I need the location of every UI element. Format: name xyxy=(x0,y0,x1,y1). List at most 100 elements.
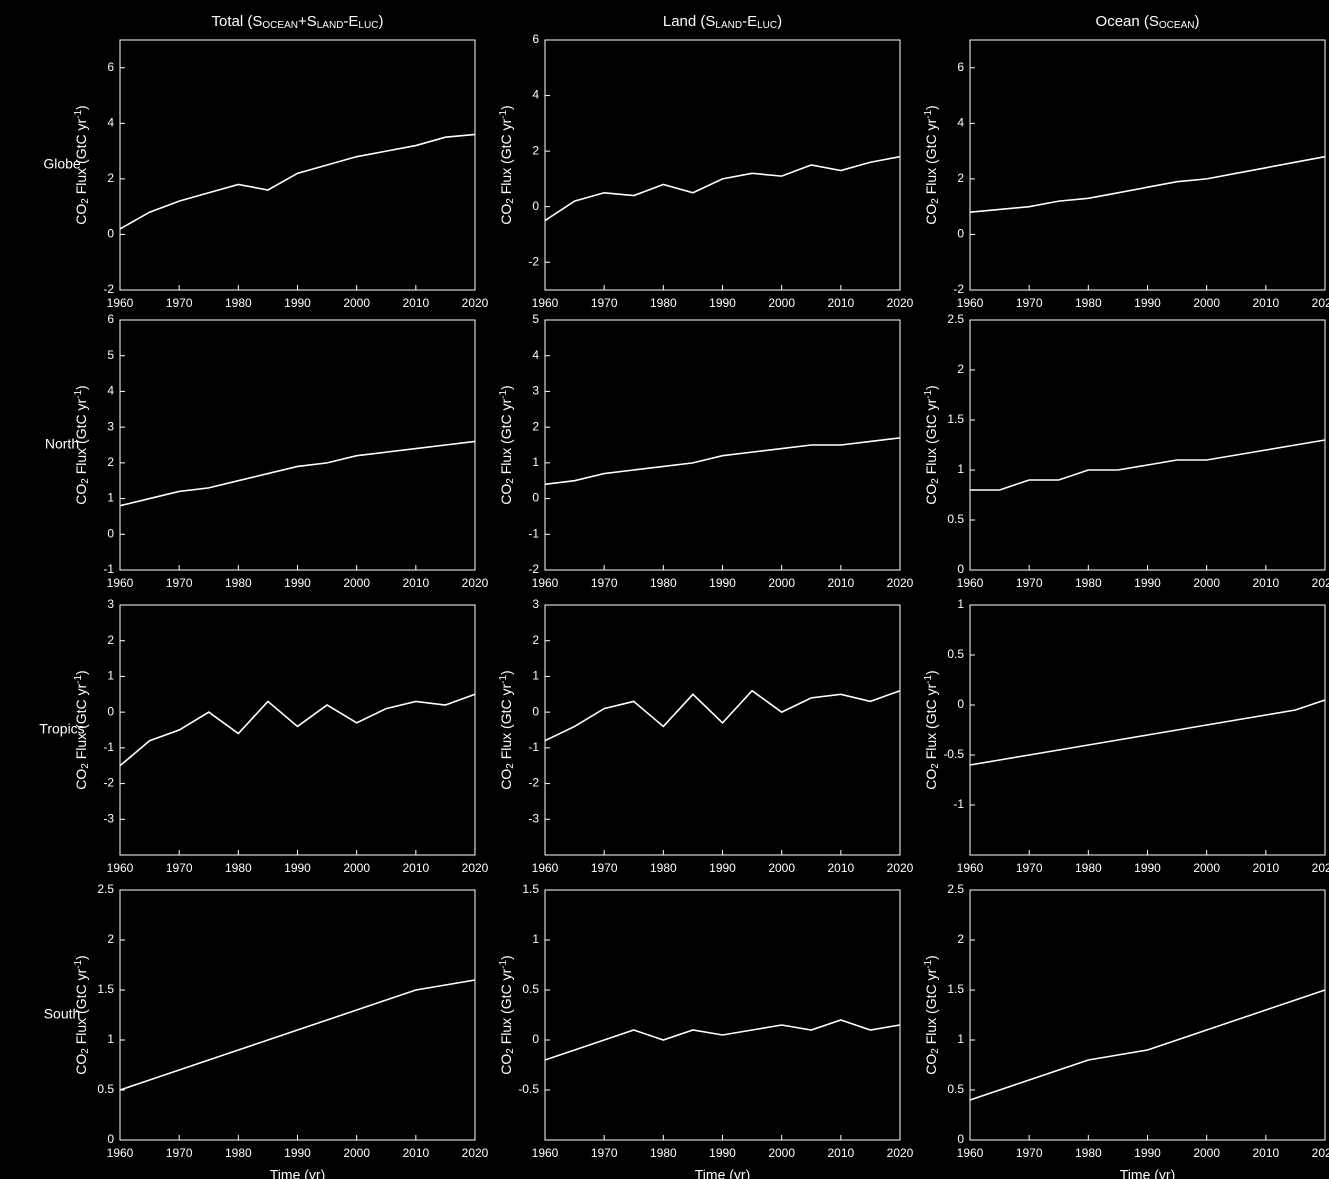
y-tick-label: 0 xyxy=(532,491,539,505)
x-tick-label: 1970 xyxy=(591,576,618,590)
ylabel-part: -1 xyxy=(498,675,509,684)
y-tick-label: 5 xyxy=(532,312,539,326)
ylabel-part: CO xyxy=(498,769,514,790)
title-part: LAND xyxy=(317,20,344,31)
x-tick-label: 1960 xyxy=(957,296,984,310)
x-tick-label: 2010 xyxy=(1252,576,1279,590)
series-line xyxy=(970,439,1326,491)
title-part: -E xyxy=(343,13,358,30)
x-tick-label: 1960 xyxy=(532,576,559,590)
x-tick-label: 2020 xyxy=(1312,1146,1329,1160)
ylabel-part: 2 xyxy=(930,1048,941,1054)
title-part: Ocean (S xyxy=(1096,13,1159,30)
row-label: Tropics xyxy=(39,721,84,737)
series-line xyxy=(119,133,476,230)
y-axis-label: CO2 Flux (GtC yr-1) xyxy=(923,105,941,224)
ylabel-part: 2 xyxy=(505,763,516,769)
y-tick-label: -1 xyxy=(953,797,964,811)
x-tick-label: 2020 xyxy=(887,1146,914,1160)
x-tick-label: 2020 xyxy=(1312,576,1329,590)
ylabel-part: Flux (GtC yr xyxy=(73,119,89,199)
y-tick-label: 2 xyxy=(532,143,539,157)
y-tick-label: 1 xyxy=(107,1032,114,1046)
x-tick-label: 1980 xyxy=(650,861,677,875)
series-line xyxy=(119,440,476,507)
title-part: LAND xyxy=(715,20,742,31)
x-tick-label: 2000 xyxy=(1193,1146,1220,1160)
title-part: +S xyxy=(298,13,317,30)
ylabel-part: -1 xyxy=(498,110,509,119)
x-tick-label: 2020 xyxy=(462,296,489,310)
y-tick-label: 0 xyxy=(957,562,964,576)
y-tick-label: 6 xyxy=(532,32,539,46)
series-line xyxy=(544,689,901,742)
x-tick-label: 1990 xyxy=(709,861,736,875)
y-axis-label: CO2 Flux (GtC yr-1) xyxy=(498,105,516,224)
panel-title: Ocean (SOCEAN) xyxy=(1096,13,1200,31)
x-tick-label: 1980 xyxy=(1075,296,1102,310)
y-axis-label: CO2 Flux (GtC yr-1) xyxy=(73,955,91,1074)
x-tick-label: 2010 xyxy=(827,861,854,875)
x-tick-label: 1970 xyxy=(591,1146,618,1160)
x-tick-label: 1980 xyxy=(1075,576,1102,590)
x-tick-label: 2000 xyxy=(768,861,795,875)
x-tick-label: 1970 xyxy=(166,296,193,310)
y-tick-label: -1 xyxy=(103,740,114,754)
y-tick-label: 1.5 xyxy=(947,982,964,996)
x-tick-label: 1970 xyxy=(591,296,618,310)
ylabel-part: 2 xyxy=(80,198,91,204)
ylabel-part: CO xyxy=(498,484,514,505)
x-tick-label: 1980 xyxy=(1075,861,1102,875)
y-tick-label: 0 xyxy=(107,1132,114,1146)
x-axis-label: Time (yr) xyxy=(270,1167,325,1179)
x-tick-label: 1960 xyxy=(107,296,134,310)
y-tick-label: 0 xyxy=(532,1032,539,1046)
ylabel-part: 2 xyxy=(505,1048,516,1054)
y-tick-label: 0 xyxy=(107,526,114,540)
y-tick-label: 0 xyxy=(107,704,114,718)
y-tick-label: 1.5 xyxy=(522,882,539,896)
y-axis-label: CO2 Flux (GtC yr-1) xyxy=(498,385,516,504)
ylabel-part: 2 xyxy=(80,763,91,769)
x-tick-label: 1970 xyxy=(1016,1146,1043,1160)
x-tick-label: 1970 xyxy=(166,1146,193,1160)
y-tick-label: -2 xyxy=(103,776,114,790)
y-tick-label: 0 xyxy=(957,227,964,241)
ylabel-part: ) xyxy=(923,955,939,960)
x-tick-label: 2010 xyxy=(402,296,429,310)
y-tick-label: 1.5 xyxy=(97,982,114,996)
x-tick-label: 2010 xyxy=(1252,296,1279,310)
y-tick-label: 1.5 xyxy=(947,412,964,426)
x-tick-label: 2020 xyxy=(1312,861,1329,875)
x-tick-label: 2010 xyxy=(827,1146,854,1160)
x-tick-label: 1990 xyxy=(709,1146,736,1160)
x-tick-label: 1960 xyxy=(532,1146,559,1160)
x-tick-label: 1960 xyxy=(957,576,984,590)
y-tick-label: 1 xyxy=(532,455,539,469)
y-tick-label: 2 xyxy=(107,455,114,469)
x-tick-label: 1970 xyxy=(591,861,618,875)
x-tick-label: 1960 xyxy=(957,1146,984,1160)
y-tick-label: 1 xyxy=(532,932,539,946)
series-line xyxy=(119,693,476,767)
ylabel-part: -1 xyxy=(923,390,934,399)
y-tick-label: -0.5 xyxy=(518,1082,539,1096)
x-tick-label: 1960 xyxy=(107,861,134,875)
ylabel-part: Flux (GtC yr xyxy=(923,119,939,199)
ylabel-part: ) xyxy=(73,670,89,675)
ylabel-part: 2 xyxy=(930,198,941,204)
series-line xyxy=(119,979,476,1091)
ylabel-part: Flux (GtC yr xyxy=(923,399,939,479)
x-tick-label: 2020 xyxy=(462,861,489,875)
x-tick-label: 1980 xyxy=(650,576,677,590)
series-line xyxy=(544,1019,901,1061)
ylabel-part: -1 xyxy=(923,110,934,119)
y-axis-label: CO2 Flux (GtC yr-1) xyxy=(923,955,941,1074)
ylabel-part: Flux (GtC yr xyxy=(73,684,89,764)
ylabel-part: Flux (GtC yr xyxy=(73,399,89,479)
x-tick-label: 2000 xyxy=(768,576,795,590)
row-label: South xyxy=(44,1006,81,1022)
x-axis-label: Time (yr) xyxy=(695,1167,750,1179)
y-tick-label: 6 xyxy=(957,60,964,74)
ylabel-part: -1 xyxy=(73,960,84,969)
